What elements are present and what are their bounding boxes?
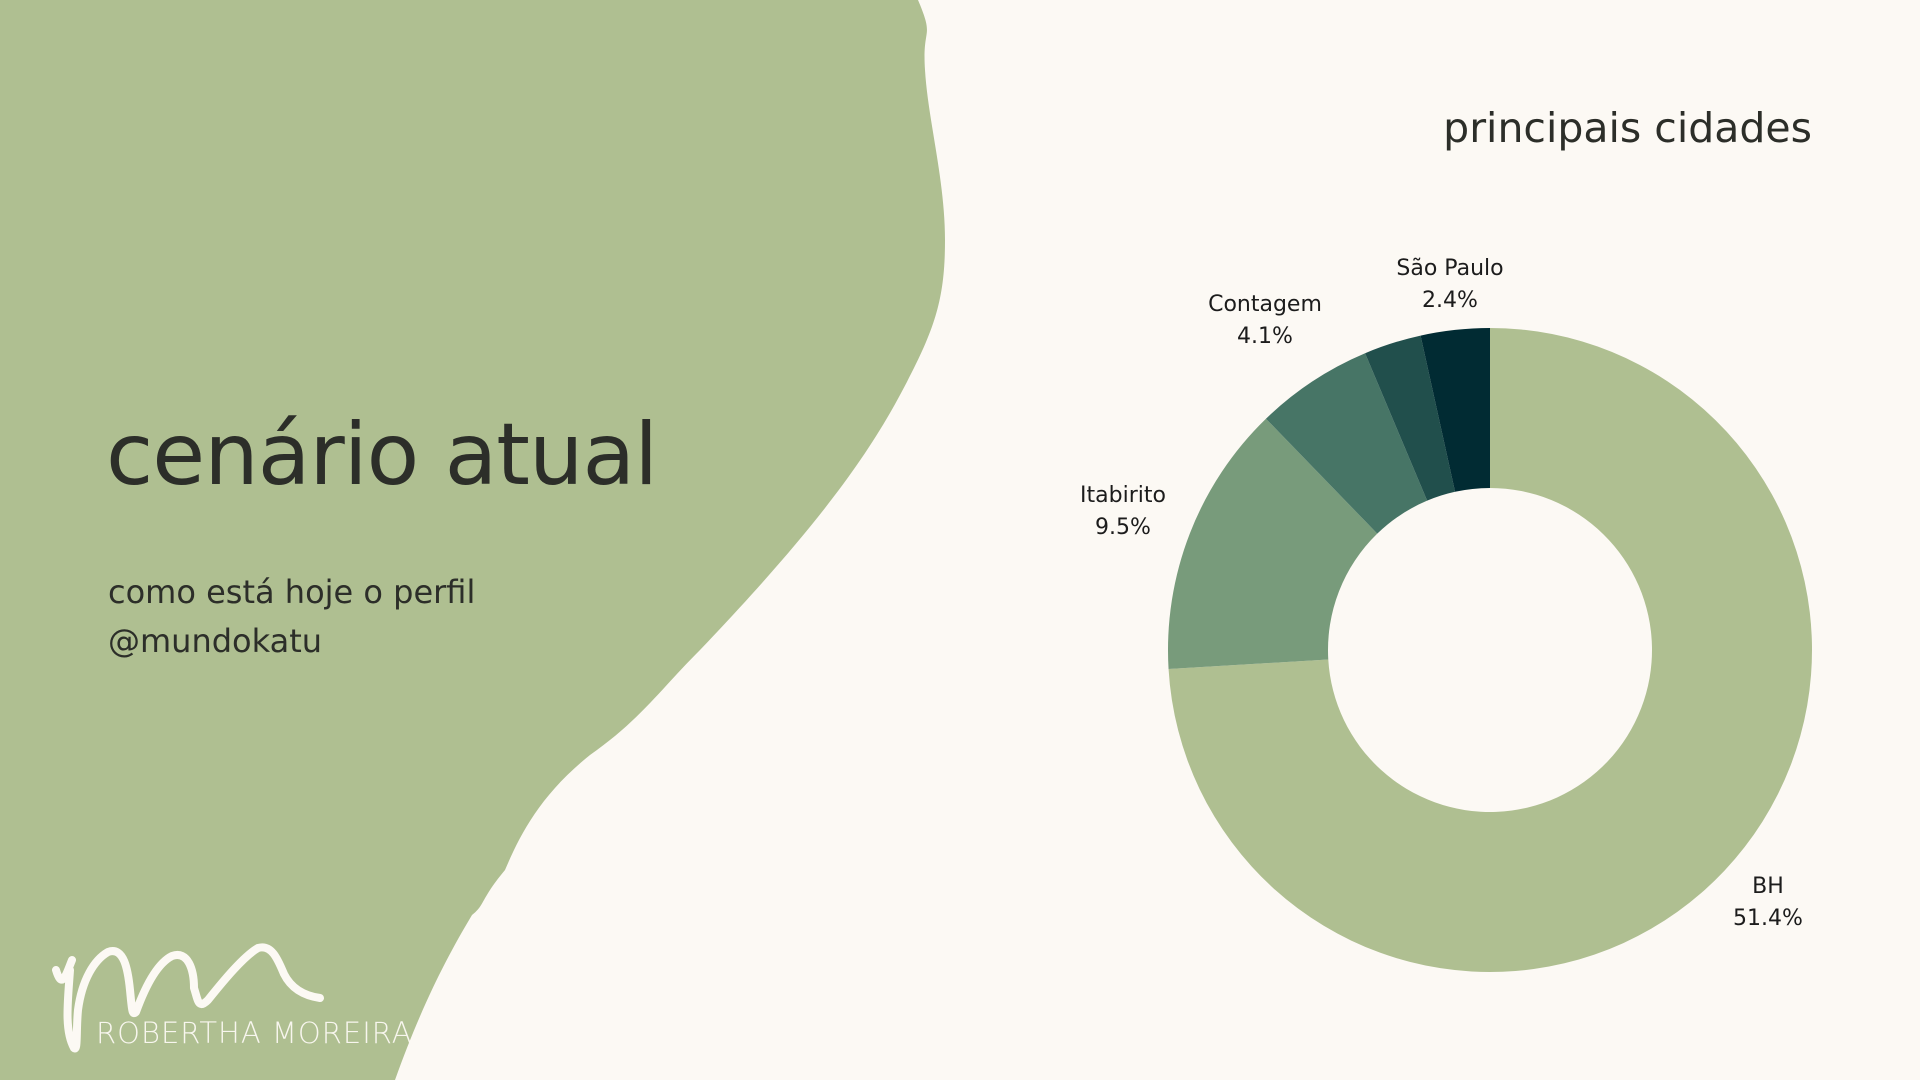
donut-slice-unlabeled bbox=[1365, 335, 1456, 501]
slice-percent-label: 9.5% bbox=[1095, 515, 1151, 540]
slide-subtitle: como está hoje o perfil @mundokatu bbox=[108, 568, 475, 666]
donut-slice-bh bbox=[1168, 328, 1813, 973]
slice-label: Contagem bbox=[1208, 292, 1322, 317]
green-blob-shape bbox=[0, 0, 945, 1080]
slice-label: BH bbox=[1752, 874, 1784, 899]
logo-signature-stroke bbox=[52, 943, 324, 1053]
brand-logo-mark bbox=[52, 943, 324, 1053]
slide-title: cenário atual bbox=[106, 405, 658, 505]
slice-percent-label: 2.4% bbox=[1422, 288, 1478, 313]
chart-title: principais cidades bbox=[1443, 104, 1812, 152]
slice-percent-label: 51.4% bbox=[1733, 906, 1803, 931]
slice-percent-label: 4.1% bbox=[1237, 324, 1293, 349]
donut-slice-contagem bbox=[1265, 353, 1428, 534]
brand-name: ROBERTHA MOREIRA bbox=[96, 1016, 413, 1050]
subtitle-handle: @mundokatu bbox=[108, 622, 323, 660]
slice-label: São Paulo bbox=[1396, 256, 1503, 281]
donut-slice-s-o-paulo bbox=[1420, 328, 1490, 492]
slice-label: Itabirito bbox=[1080, 483, 1166, 508]
subtitle-line-1: como está hoje o perfil bbox=[108, 573, 476, 611]
donut-slice-itabirito bbox=[1168, 418, 1378, 669]
